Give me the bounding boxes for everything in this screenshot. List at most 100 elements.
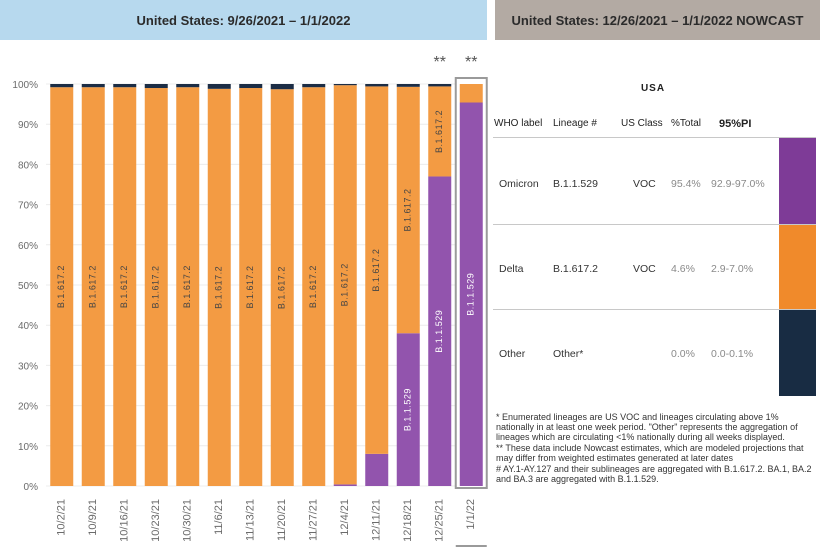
delta-bar-label: B.1.617.2: [56, 265, 66, 308]
y-tick-label: 60%: [18, 241, 38, 252]
omicron-bar-segment: [459, 102, 483, 486]
variant-proportions-chart: 0% 10% 20% 30% 40% 50% 60% 70% 80% 90% 100% B.1.617…: [12, 54, 488, 547]
left-chart-header: United States: 9/26/2021 – 1/1/2022: [0, 0, 487, 40]
y-tick-label: 30%: [18, 361, 38, 372]
table-divider: [493, 137, 816, 138]
col-total: %Total: [671, 118, 702, 129]
row-delta-total: 4.6%: [671, 263, 695, 275]
x-tick-label: 11/13/21: [245, 499, 257, 541]
y-tick-label: 40%: [18, 321, 38, 332]
delta-bar-segment: [333, 85, 357, 485]
other-bar-segment: [50, 84, 74, 88]
row-delta-class: VOC: [633, 263, 656, 275]
nowcast-highlight-box: [454, 77, 488, 489]
y-tick-label: 10%: [18, 442, 38, 453]
omicron-bar-label: B.1.1.529: [434, 310, 444, 353]
delta-bar-label: B.1.617.2: [403, 189, 413, 232]
nowcast-marker: **: [465, 54, 477, 71]
row-other-total: 0.0%: [671, 348, 695, 360]
omicron-bar-segment: [428, 176, 452, 486]
x-tick-label: 12/11/21: [371, 499, 383, 541]
delta-bar-label: B.1.617.2: [151, 265, 161, 308]
row-omicron-pi: 92.9-97.0%: [711, 178, 765, 190]
row-other-pi: 0.0-0.1%: [711, 348, 754, 360]
other-bar-segment: [239, 84, 263, 89]
delta-bar-segment: [365, 86, 389, 454]
y-tick-label: 0%: [24, 482, 39, 493]
col-lineage: Lineage #: [553, 118, 597, 129]
y-tick-label: 80%: [18, 160, 38, 171]
footnote-hash: # AY.1-AY.127 and their sublineages are …: [496, 464, 812, 484]
other-bar-segment: [396, 84, 420, 87]
y-tick-label: 20%: [18, 402, 38, 413]
x-tick-label: 12/25/21: [434, 499, 446, 542]
delta-bar-label: B.1.617.2: [434, 110, 444, 153]
delta-bar-segment: [428, 86, 452, 177]
footnote-double-asterisk: ** These data include Nowcast estimates,…: [496, 443, 804, 463]
row-omicron-lineage: B.1.1.529: [553, 178, 598, 190]
delta-bar-segment: [176, 87, 200, 486]
omicron-bar-segment: [333, 484, 357, 486]
other-bar-segment: [176, 84, 200, 88]
other-bar-segment: [270, 84, 294, 90]
row-other-who: Other: [499, 348, 526, 360]
col-who-label: WHO label: [494, 118, 543, 129]
nowcast-marker: **: [434, 54, 446, 71]
other-bar-segment: [302, 84, 326, 88]
nowcast-region: USA: [640, 83, 666, 94]
other-bar-segment: [333, 84, 357, 86]
col-95-pi: 95%PI: [719, 118, 752, 130]
delta-bar-segment: [302, 87, 326, 486]
delta-color-swatch: [779, 225, 816, 309]
nowcast-header: United States: 12/26/2021 – 1/1/2022 NOW…: [495, 0, 820, 40]
other-bar-segment: [113, 84, 137, 88]
other-bar-segment: [81, 84, 105, 88]
nowcast-table: USA WHO label Lineage # US Class %Total …: [490, 75, 816, 400]
delta-bar-segment: [239, 88, 263, 486]
row-omicron-class: VOC: [633, 178, 656, 190]
delta-bar-segment: [50, 87, 74, 486]
delta-bar-label: B.1.617.2: [119, 265, 129, 308]
x-tick-label: 11/27/21: [308, 499, 320, 541]
other-color-swatch: [779, 310, 816, 396]
x-tick-label: 10/30/21: [182, 499, 194, 542]
omicron-color-swatch: [779, 138, 816, 224]
x-tick-label: 10/23/21: [150, 499, 162, 542]
delta-bar-label: B.1.617.2: [308, 265, 318, 308]
footnote-asterisk: * Enumerated lineages are US VOC and lin…: [496, 412, 798, 442]
row-delta-who: Delta: [499, 263, 524, 275]
y-tick-label: 100%: [12, 80, 38, 91]
row-omicron-who: Omicron: [499, 178, 539, 190]
x-tick-label: 12/4/21: [339, 499, 351, 536]
delta-bar-segment: [396, 86, 420, 334]
y-tick-label: 70%: [18, 201, 38, 212]
other-bar-segment: [144, 84, 168, 89]
delta-bar-label: B.1.617.2: [371, 249, 381, 292]
delta-bar-label: B.1.617.2: [214, 266, 224, 309]
footnotes: * Enumerated lineages are US VOC and lin…: [496, 412, 816, 485]
delta-bar-segment: [207, 88, 231, 486]
x-tick-label: 1/1/22: [465, 499, 477, 530]
y-tick-label: 90%: [18, 120, 38, 131]
left-chart-title: United States: 9/26/2021 – 1/1/2022: [136, 12, 351, 28]
row-other-lineage: Other*: [553, 348, 584, 360]
delta-bar-segment: [81, 87, 105, 486]
row-delta-lineage: B.1.617.2: [553, 263, 598, 275]
x-tick-label: 10/16/21: [119, 499, 131, 542]
other-bar-segment: [365, 84, 389, 87]
delta-bar-segment: [144, 88, 168, 486]
omicron-bar-segment: [365, 453, 389, 486]
omicron-bar-label: B.1.1.529: [403, 388, 413, 431]
col-us-class: US Class: [621, 118, 663, 129]
delta-bar-label: B.1.617.2: [277, 266, 287, 309]
delta-bar-segment: [113, 87, 137, 486]
other-bar-segment: [428, 84, 452, 87]
x-tick-label: 10/9/21: [87, 499, 99, 536]
table-divider: [493, 309, 816, 310]
x-tick-label: 11/6/21: [213, 499, 225, 535]
omicron-bar-segment: [396, 333, 420, 486]
x-tick-label: 11/20/21: [276, 499, 288, 541]
row-omicron-total: 95.4%: [671, 178, 701, 190]
delta-bar-label: B.1.617.2: [245, 265, 255, 308]
delta-bar-label: B.1.617.2: [340, 263, 350, 306]
